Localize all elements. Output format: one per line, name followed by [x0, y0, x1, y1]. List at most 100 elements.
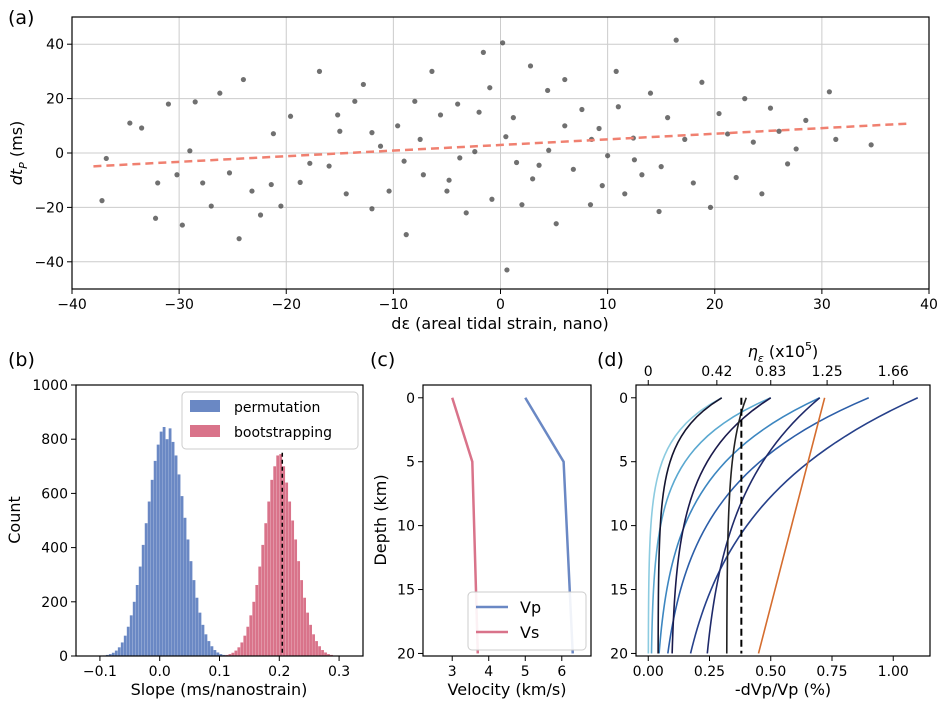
y-tick-label: 5 [619, 455, 628, 471]
histogram-bar [243, 635, 247, 656]
scatter-point [707, 204, 714, 210]
histogram-bar [198, 612, 202, 656]
scatter-point [417, 136, 423, 142]
top-label-sub: ε [758, 352, 764, 365]
top-label-mid: (x10 [764, 342, 805, 361]
panel-a-y-ticks: −40 −20 0 20 40 [34, 37, 72, 271]
scatter-point [401, 158, 407, 164]
scatter-point [487, 85, 493, 91]
scatter-point [307, 160, 313, 166]
scatter-point [103, 155, 109, 162]
scatter-point [457, 155, 463, 161]
panel-a-grid [71, 17, 930, 289]
scatter-point [562, 123, 568, 129]
scatter-point [759, 191, 765, 197]
histogram-bar [108, 654, 112, 656]
scatter-point [386, 188, 392, 194]
y-tick-label: 15 [397, 583, 415, 599]
sensitivity-curve [689, 397, 919, 654]
histogram-bar [189, 561, 193, 656]
histogram-bar [294, 539, 298, 656]
legend-label-permutation: permutation [234, 400, 320, 416]
x-tick-label: 30 [813, 297, 831, 313]
histogram-bar [117, 647, 121, 656]
histogram-bar [273, 466, 277, 656]
panel-a-x-label: dε (areal tidal strain, nano) [391, 314, 608, 333]
panel-d-x-label: -dVp/Vp (%) [735, 680, 831, 699]
scatter-point [139, 125, 145, 131]
scatter-point [343, 191, 349, 197]
histogram-bar [180, 496, 184, 656]
scatter-point [510, 115, 516, 121]
panel-d-y-ticks: 0 5 10 15 20 [610, 391, 636, 662]
histogram-bar [270, 479, 274, 656]
histogram-bar [291, 520, 295, 656]
scatter-point [527, 63, 534, 69]
histogram-bar [123, 635, 127, 656]
top-tick-label: 1.66 [878, 364, 909, 380]
histogram-bar [216, 652, 220, 656]
scatter-point [615, 104, 621, 110]
y-tick-label: 10 [610, 519, 628, 535]
histogram-bar [207, 641, 211, 656]
scatter-point [476, 109, 482, 115]
sensitivity-curve [725, 397, 748, 654]
panel-c-x-label: Velocity (km/s) [448, 680, 567, 699]
scatter-point [240, 76, 246, 83]
panel-b-label: (b) [8, 349, 35, 371]
panel-b-x-ticks: −0.1 0.0 0.1 0.2 0.3 [83, 656, 350, 680]
scatter-point [316, 68, 323, 74]
scatter-point [605, 153, 611, 159]
scatter-point [446, 177, 452, 183]
scatter-point [716, 110, 722, 117]
scatter-point [579, 106, 585, 113]
scatter-point [420, 172, 426, 178]
scatter-point [489, 196, 495, 202]
histogram-bar [144, 523, 148, 656]
histogram-bar [309, 624, 312, 656]
histogram-bar [195, 597, 199, 656]
top-label-eta: η [748, 342, 758, 361]
histogram-bar [261, 544, 265, 656]
y-tick-label: 20 [610, 646, 628, 662]
sensitivity-curve [667, 397, 870, 654]
x-tick-label: 0.25 [694, 664, 725, 680]
panel-a-points [99, 37, 874, 273]
scatter-point [673, 37, 679, 43]
scatter-point [377, 143, 384, 149]
scatter-point [395, 123, 401, 129]
scatter-point [369, 130, 375, 136]
histogram-bar [300, 580, 304, 656]
histogram-bar [267, 501, 271, 656]
scatter-point [562, 76, 568, 83]
histogram-bar [114, 650, 118, 656]
y-tick-label: 600 [41, 486, 68, 502]
top-label-sup: 5 [805, 340, 812, 353]
histogram-bar [171, 441, 175, 656]
histogram-bar [258, 566, 262, 656]
scatter-point [665, 115, 671, 121]
scatter-point [200, 180, 206, 186]
scatter-point [868, 142, 874, 148]
scatter-point [236, 236, 242, 242]
scatter-point [631, 157, 638, 163]
panel-b-bars [102, 427, 333, 656]
scatter-point [287, 113, 294, 119]
histogram-bar [324, 652, 327, 656]
legend-label-vp: Vp [520, 598, 541, 617]
panel-a-y-label: dtP (ms) [7, 121, 30, 186]
scatter-point [412, 98, 418, 104]
histogram-bar [162, 427, 166, 656]
histogram-bar [237, 647, 241, 656]
scatter-point [639, 172, 645, 178]
scatter-point [444, 188, 450, 194]
x-tick-label: −10 [379, 297, 409, 313]
x-tick-label: 0 [496, 297, 505, 313]
scatter-point [793, 146, 799, 152]
scatter-point [513, 159, 520, 166]
scatter-point [742, 96, 748, 102]
scatter-point [682, 136, 688, 142]
x-tick-label: 0.75 [816, 664, 847, 680]
panel-a-label: (a) [8, 7, 34, 29]
scatter-point [519, 202, 525, 208]
